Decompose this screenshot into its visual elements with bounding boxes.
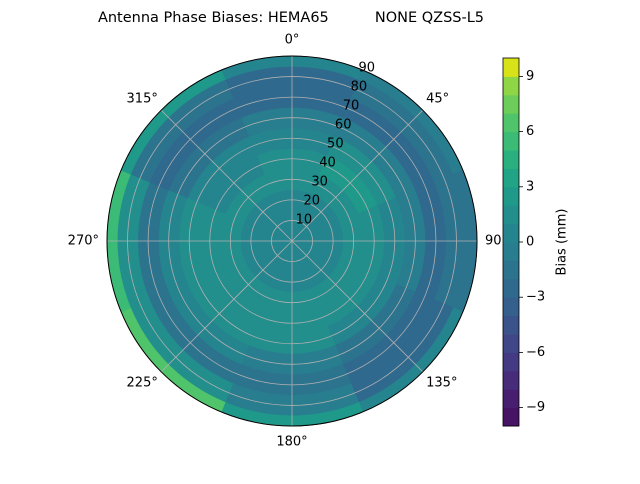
colorbar-label: Bias (mm) [555, 209, 570, 276]
radial-tick-label: 40 [319, 156, 336, 171]
radial-tick-label: 80 [351, 80, 368, 95]
angular-tick-label: 90° [485, 234, 508, 249]
colorbar-band [503, 315, 519, 335]
colorbar-tick-label: 0 [526, 235, 534, 250]
colorbar [503, 58, 519, 427]
colorbar-band [503, 186, 519, 206]
colorbar-band [503, 223, 519, 243]
angular-tick-label: 270° [68, 234, 99, 249]
radial-tick-label: 30 [311, 175, 328, 190]
colorbar-band [503, 370, 519, 390]
colorbar-band [503, 278, 519, 298]
angular-grid-line [160, 109, 293, 242]
colorbar-band [503, 297, 519, 317]
angular-tick-label: 315° [127, 91, 158, 106]
colorbar-band [503, 242, 519, 261]
colorbar-tick-label: −6 [526, 345, 545, 360]
angular-tick-label: 135° [426, 376, 457, 391]
angular-grid-line [160, 240, 293, 373]
colorbar-band [503, 260, 519, 280]
colorbar-band [503, 205, 519, 225]
angular-tick-label: 45° [426, 91, 449, 106]
colorbar-band [503, 113, 519, 133]
angular-tick-label: 225° [127, 376, 158, 391]
colorbar-band [503, 76, 519, 96]
colorbar-tick-label: 6 [526, 124, 534, 139]
radial-tick-label: 20 [303, 194, 320, 209]
colorbar-band [503, 94, 519, 114]
angular-tick-label: 0° [285, 33, 300, 48]
colorbar-band [503, 389, 519, 409]
radial-tick-label: 70 [343, 99, 360, 114]
angular-grid-line [291, 109, 424, 242]
colorbar-band [503, 131, 519, 151]
colorbar-tick-label: 9 [526, 69, 534, 84]
angular-tick-label: 180° [276, 435, 307, 450]
colorbar-band [503, 150, 519, 169]
colorbar-band [503, 407, 519, 427]
colorbar-tick-label: 3 [526, 179, 534, 194]
colorbar-band [503, 352, 519, 372]
colorbar-band [503, 334, 519, 353]
radial-tick-label: 90 [359, 61, 376, 76]
radial-tick-label: 60 [335, 118, 352, 133]
colorbar-tick-label: −9 [526, 400, 545, 415]
colorbar-band [503, 58, 519, 77]
polar-frame [106, 55, 478, 427]
colorbar-tick-label: −3 [526, 290, 545, 305]
radial-tick-label: 10 [296, 213, 313, 228]
chart-title: Antenna Phase Biases: HEMA65 NONE QZSS-L… [98, 10, 484, 26]
radial-tick-label: 50 [327, 137, 344, 152]
colorbar-band [503, 168, 519, 188]
angular-grid-line [291, 240, 424, 373]
